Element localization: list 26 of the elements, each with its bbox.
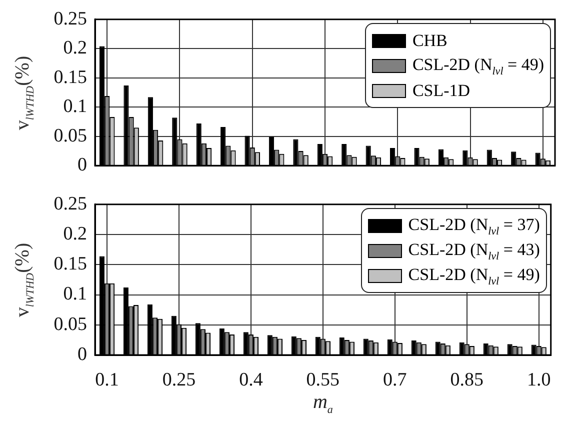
y-tick-label: 0.25 — [54, 8, 87, 30]
x-tick-label: 0.4 — [239, 369, 264, 390]
y-tick-label: 0.15 — [54, 254, 87, 275]
legend-label: CHB — [412, 30, 448, 51]
legend-label: CSL-2D (N$_{lvl}$ = 49) — [412, 54, 544, 78]
legend-label: CSL-2D (N$_{lvl}$ = 43) — [408, 240, 540, 262]
y-tick-label: 0.15 — [54, 66, 87, 88]
y-tick-label: 0 — [78, 344, 87, 365]
legend-label: CSL-1D — [412, 80, 470, 101]
x-tick-label: 0.55 — [306, 369, 340, 390]
x-tick-label: 0.85 — [450, 369, 484, 390]
y-tick-label: 0.05 — [54, 314, 87, 335]
legend-label: CSL-2D (N$_{lvl}$ = 49) — [408, 264, 540, 288]
x-axis-title: m$_{a}$ — [312, 391, 333, 416]
y-tick-label: 0.2 — [63, 38, 87, 59]
x-tick-label: 0.25 — [162, 369, 196, 390]
y-tick-label: 0.1 — [63, 96, 87, 118]
x-tick-label: 0.1 — [95, 369, 119, 390]
y-tick-label: 0 — [78, 154, 87, 176]
y-tick-label: 0.25 — [54, 193, 87, 214]
legend-label: CSL-2D (N$_{lvl}$ = 37) — [408, 214, 540, 238]
x-tick-label: 1.0 — [526, 369, 551, 390]
y-tick-label: 0.1 — [63, 284, 87, 305]
y-tick-label: 0.2 — [63, 224, 87, 245]
y-tick-label: 0.05 — [54, 125, 87, 146]
x-tick-label: 0.7 — [383, 369, 407, 390]
